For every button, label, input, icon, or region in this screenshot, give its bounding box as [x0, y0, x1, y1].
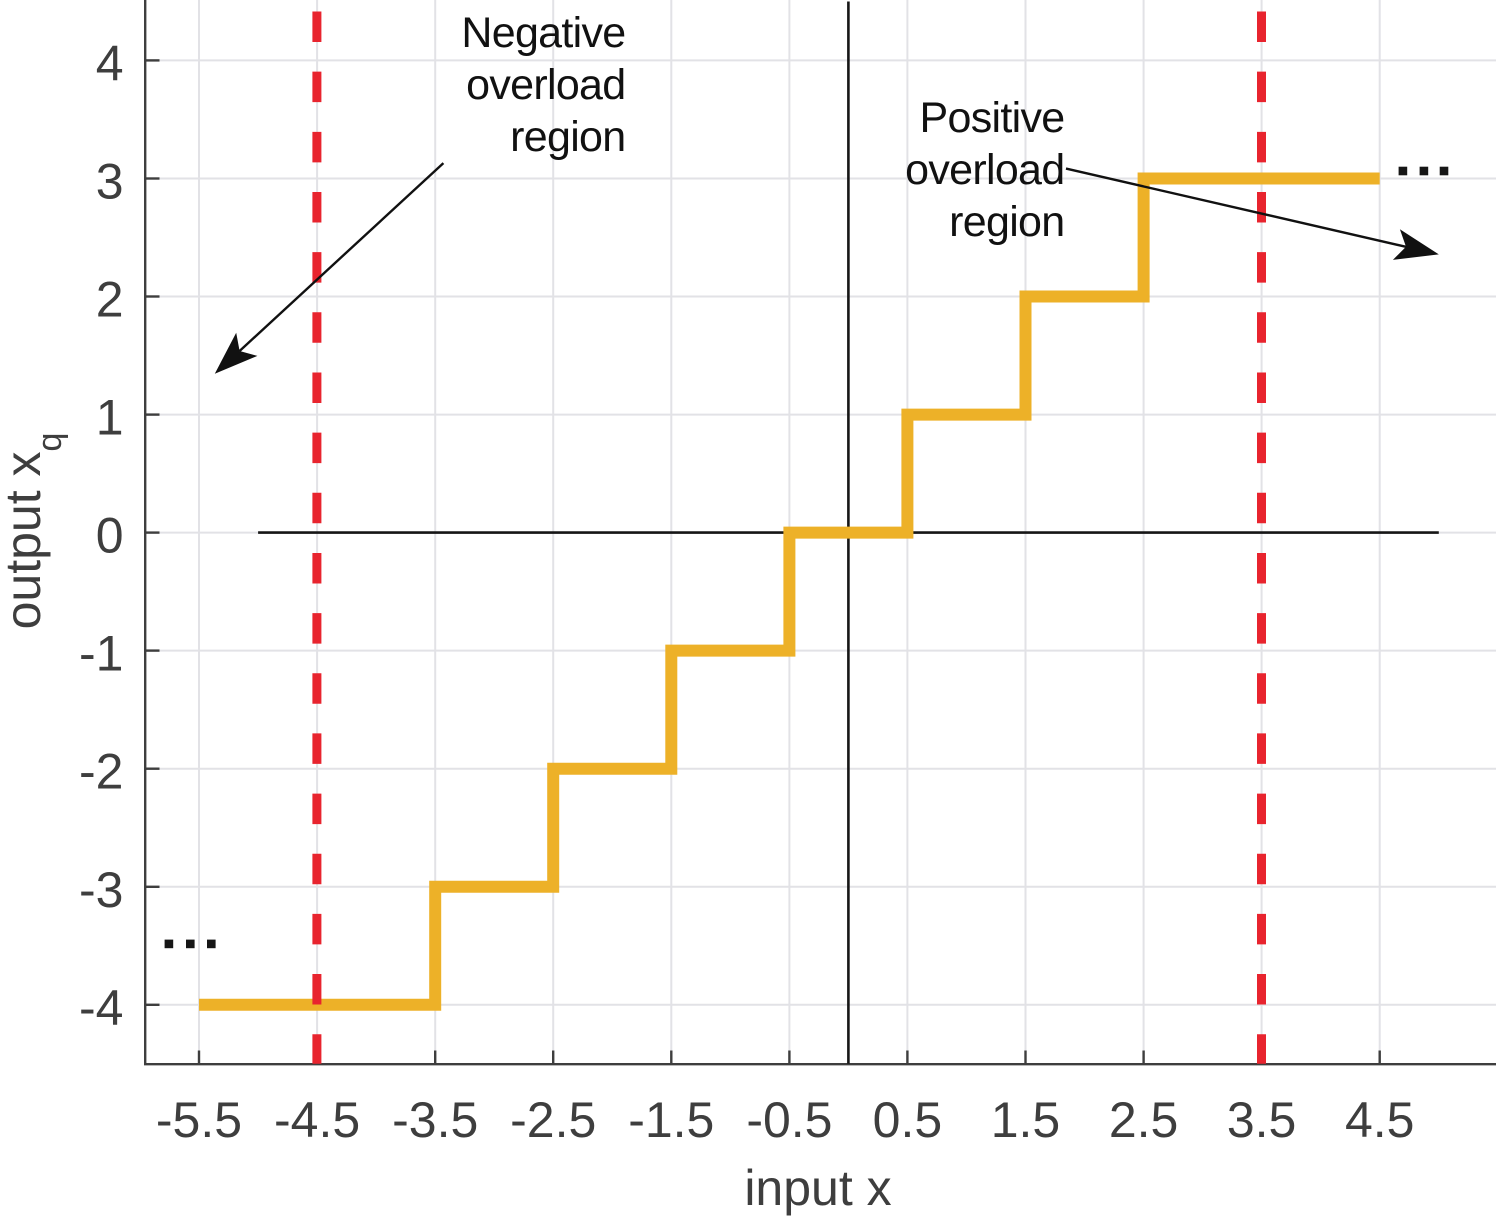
svg-text:-5.5: -5.5 [156, 1092, 242, 1148]
svg-text:3: 3 [96, 154, 124, 210]
svg-text:-2: -2 [79, 744, 123, 800]
svg-text:4: 4 [96, 35, 124, 91]
svg-text:-1: -1 [79, 626, 123, 682]
svg-text:2: 2 [96, 272, 124, 328]
svg-text:Negative: Negative [461, 9, 625, 57]
svg-text:0.5: 0.5 [873, 1092, 943, 1148]
svg-text:0: 0 [96, 508, 124, 564]
svg-text:1.5: 1.5 [991, 1092, 1061, 1148]
svg-text:-2.5: -2.5 [510, 1092, 596, 1148]
svg-text:region: region [949, 198, 1064, 246]
svg-text:4.5: 4.5 [1345, 1092, 1415, 1148]
svg-text:-4: -4 [79, 980, 123, 1036]
svg-text:2.5: 2.5 [1109, 1092, 1179, 1148]
svg-text:-3: -3 [79, 862, 123, 918]
svg-text:-1.5: -1.5 [628, 1092, 714, 1148]
svg-text:region: region [510, 113, 625, 161]
svg-text:-3.5: -3.5 [392, 1092, 478, 1148]
svg-text:-0.5: -0.5 [746, 1092, 832, 1148]
svg-text:Positive: Positive [920, 94, 1065, 142]
svg-text:input x: input x [744, 1160, 891, 1216]
svg-text:overload: overload [466, 61, 625, 109]
svg-text:1: 1 [96, 390, 124, 446]
svg-text:3.5: 3.5 [1227, 1092, 1297, 1148]
svg-text:overload: overload [905, 146, 1064, 194]
svg-text:-4.5: -4.5 [274, 1092, 360, 1148]
